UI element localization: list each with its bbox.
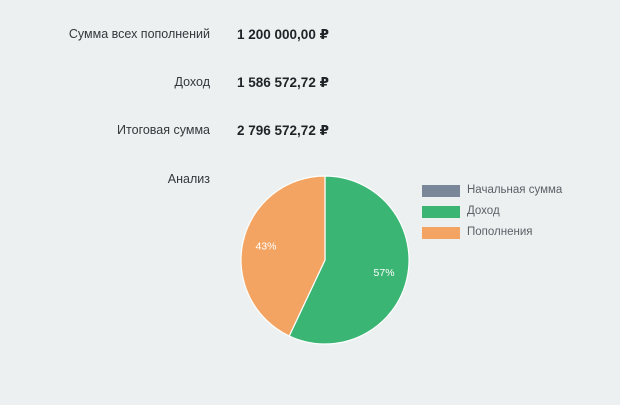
pie-data-label-2: 43% (255, 241, 276, 253)
pie-chart: 0%57%43% (240, 175, 410, 345)
total-deposits-label: Сумма всех пополнений (68, 27, 210, 41)
summary-row-income: Доход 1 586 572,72 ₽ (0, 75, 620, 95)
legend-swatch (422, 185, 460, 197)
income-value: 1 586 572,72 ₽ (237, 75, 329, 90)
final-sum-label: Итоговая сумма (117, 123, 210, 137)
pie-data-label-1: 57% (374, 267, 395, 279)
legend-label: Начальная сумма (467, 184, 563, 196)
income-label: Доход (174, 75, 211, 89)
pie-slice-1 (288, 175, 410, 345)
summary-row-final-sum: Итоговая сумма 2 796 572,72 ₽ (0, 123, 620, 143)
legend-label: Пополнения (467, 226, 533, 238)
total-deposits-value: 1 200 000,00 ₽ (237, 27, 329, 42)
legend-swatch (422, 206, 460, 218)
legend-swatch (422, 227, 460, 239)
final-sum-value: 2 796 572,72 ₽ (237, 123, 329, 138)
pie-slice-2 (240, 175, 326, 337)
summary-row-total-deposits: Сумма всех пополнений 1 200 000,00 ₽ (0, 27, 620, 47)
analysis-row: Анализ (0, 172, 620, 192)
legend-label: Доход (467, 205, 500, 217)
analysis-label: Анализ (167, 172, 210, 186)
